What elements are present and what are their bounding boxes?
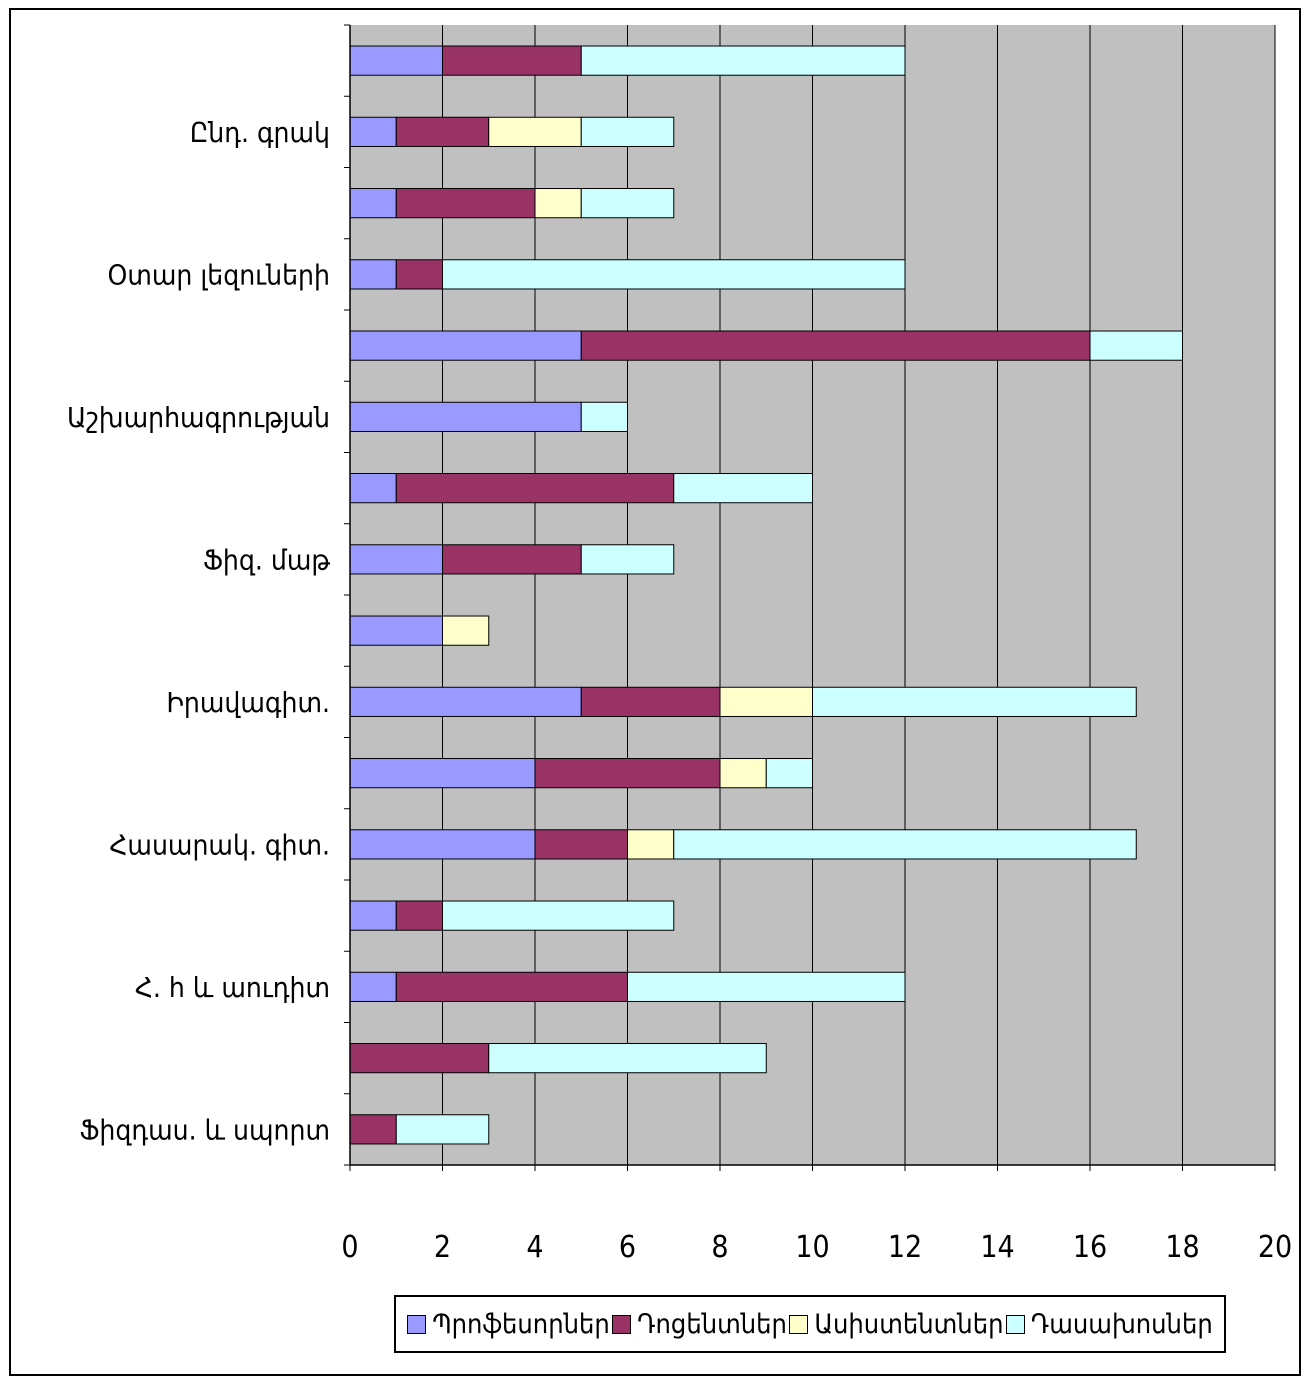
bar-segment — [349, 188, 397, 219]
bar-segment — [488, 1043, 767, 1074]
bar-segment — [349, 1043, 490, 1074]
bar-segment — [627, 971, 906, 1002]
category-label: Ֆիզդաս. և սպորտ — [80, 1113, 331, 1146]
bar-segment — [349, 401, 582, 432]
legend-item-professors: Պրոֆեսորներ — [407, 1309, 610, 1340]
bar-segment — [580, 188, 675, 219]
bar-segment — [580, 45, 906, 76]
legend-label: Դասախոսներ — [1030, 1308, 1213, 1340]
x-tick-label: 0 — [341, 1230, 358, 1265]
category-label: Հ. h և աուդիտ — [135, 971, 330, 1004]
bar-segment — [349, 473, 397, 504]
bar-segment — [534, 758, 721, 789]
bar-segment — [349, 259, 397, 290]
axes — [344, 24, 1276, 1171]
bar-segment — [673, 829, 1137, 860]
bar-segment — [349, 45, 443, 76]
legend-swatch — [612, 1314, 632, 1334]
legend-item-lecturers: Դասախոսներ — [1005, 1308, 1213, 1340]
bar-segment — [349, 758, 536, 789]
x-tick-label: 6 — [619, 1230, 636, 1265]
bar-segment — [812, 686, 1137, 717]
bar-segment — [395, 473, 675, 504]
x-tick-labels: 0 2 4 6 8 10 12 14 16 18 20 — [341, 1230, 1292, 1265]
x-tick-label: 10 — [795, 1230, 829, 1265]
category-label: Հասարակ. գիտ. — [109, 828, 330, 861]
bar-segment — [395, 1114, 490, 1145]
bar-segment — [719, 758, 767, 789]
bar-segment — [349, 971, 397, 1002]
legend: Պրոֆեսորներ Դոցենտներ Ասիստենտներ Դասախո… — [394, 1295, 1226, 1353]
bar-segment — [395, 900, 443, 931]
x-tick-label: 16 — [1073, 1230, 1107, 1265]
bar-segment — [349, 686, 582, 717]
legend-item-assistants: Ասիստենտներ — [789, 1308, 1004, 1340]
bar-segment — [442, 544, 582, 575]
x-tick-label: 20 — [1258, 1230, 1292, 1265]
bar-segment — [488, 116, 582, 147]
bars — [349, 45, 1183, 1145]
bar-segment — [719, 686, 813, 717]
legend-swatch — [789, 1314, 809, 1334]
bar-segment — [534, 188, 582, 219]
bar-segment — [580, 330, 1091, 361]
bar-segment — [349, 1114, 397, 1145]
bar-segment — [673, 473, 813, 504]
bar-segment — [349, 330, 582, 361]
bar-segment — [442, 45, 582, 76]
bar-segment — [395, 188, 536, 219]
category-label: Իրավագիտ. — [167, 686, 331, 719]
category-label: Ընդ. գրակ — [190, 116, 330, 149]
category-labels: Ֆիզդաս. և սպորտ Հ. h և աուդիտ Հասարակ. գիտ… — [67, 116, 330, 1147]
category-label: Օտար լեզուների — [108, 258, 330, 291]
bar-segment — [442, 259, 906, 290]
legend-swatch — [407, 1314, 427, 1334]
bar-segment — [349, 900, 397, 931]
bar-segment — [580, 686, 721, 717]
bar-segment — [395, 971, 628, 1002]
x-tick-label: 4 — [526, 1230, 543, 1265]
bar-segment — [627, 829, 675, 860]
category-label: Ֆիզ. մաթ — [203, 543, 330, 576]
x-tick-label: 12 — [888, 1230, 922, 1265]
x-tick-label: 14 — [980, 1230, 1014, 1265]
legend-swatch — [1005, 1314, 1025, 1334]
bar-segment — [765, 758, 813, 789]
bar-segment — [442, 615, 490, 646]
bar-segment — [395, 116, 490, 147]
bar-segment — [349, 615, 443, 646]
x-tick-label: 18 — [1165, 1230, 1199, 1265]
bar-segment — [349, 829, 536, 860]
category-label: Աշխարհագրության — [67, 401, 330, 434]
legend-item-docents: Դոցենտներ — [612, 1309, 787, 1340]
legend-label: Ասիստենտներ — [814, 1308, 1004, 1340]
bar-segment — [534, 829, 628, 860]
bar-segment — [349, 116, 397, 147]
bar-segment — [580, 544, 675, 575]
bar-segment — [580, 401, 628, 432]
x-tick-label: 8 — [711, 1230, 728, 1265]
bar-segment — [1089, 330, 1183, 361]
legend-label: Դոցենտներ — [637, 1308, 787, 1340]
x-tick-label: 2 — [434, 1230, 451, 1265]
legend-label: Պրոֆեսորներ — [432, 1308, 610, 1340]
bar-segment — [580, 116, 675, 147]
bar-segment — [395, 259, 443, 290]
bar-segment — [349, 544, 443, 575]
bar-segment — [442, 900, 675, 931]
